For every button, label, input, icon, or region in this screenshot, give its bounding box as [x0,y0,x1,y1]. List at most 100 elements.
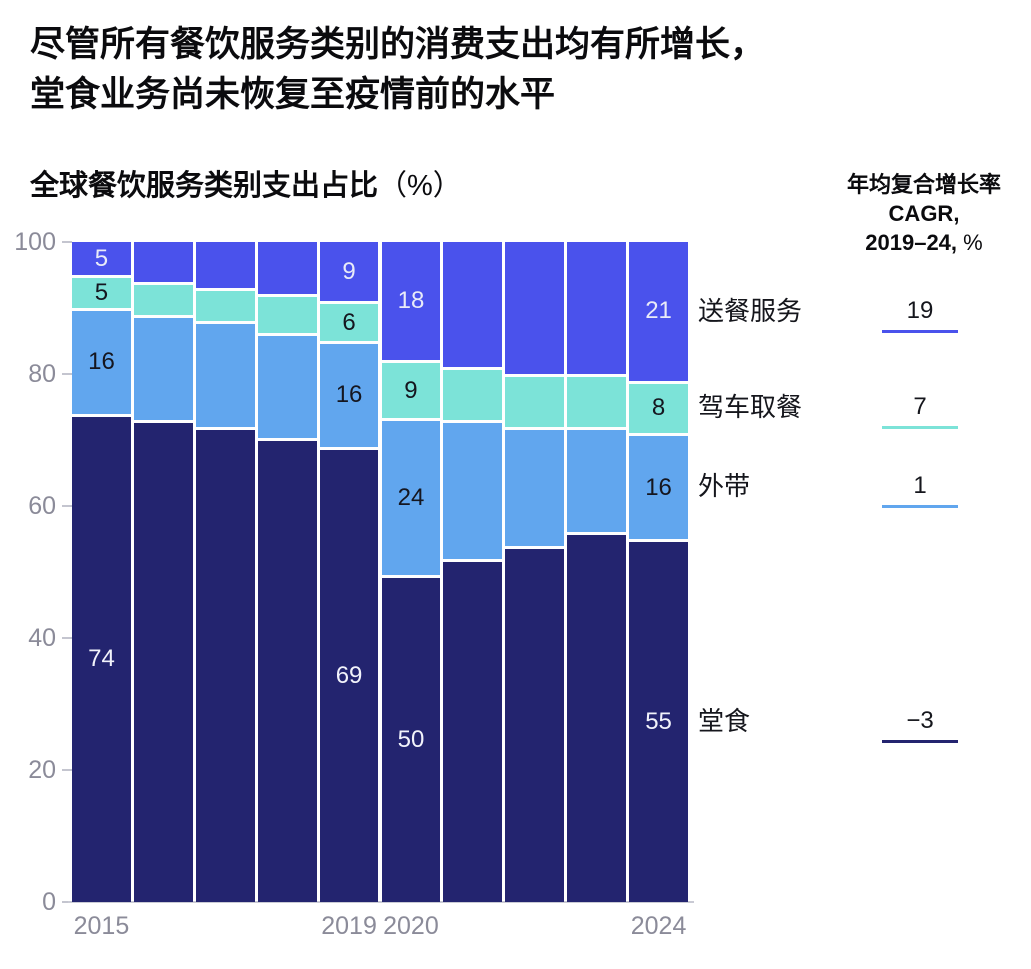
bar-2018 [257,242,317,902]
bar-2022 [505,242,565,902]
x-axis-label-2020: 2020 [383,912,439,940]
segment-drive-thru-2023 [567,374,627,427]
cagr-value-dine-in: −3 [906,706,934,734]
segment-value-label-takeaway-2024: 16 [645,473,672,501]
cagr-header-unit: % [963,230,983,255]
bar-2021 [443,242,503,902]
bar-2019: 9 6 16 69 [319,242,379,902]
segment-value-label-takeaway-2020: 24 [397,484,425,512]
x-axis-label-2015: 2015 [73,912,130,940]
bar-2015: 5 5 16 74 [72,242,131,902]
segment-value-label-dine-in-2015: 74 [88,645,115,673]
cagr-underline-dine-in [882,739,958,743]
y-axis-tick-80 [62,373,72,375]
segment-drive-thru-2022 [505,374,565,427]
y-axis-label-100: 100 [14,228,56,256]
segment-delivery-2017 [195,242,255,289]
segment-takeaway-2017 [195,321,255,427]
segment-delivery-2018 [257,242,317,295]
segment-delivery-2019: 9 [319,242,379,302]
y-axis-tick-0 [62,901,72,903]
chart-title-unit: （%） [378,170,462,202]
cagr-value-takeaway: 1 [913,472,927,500]
y-axis-label-80: 80 [28,360,56,388]
y-axis-label-0: 0 [42,888,56,916]
segment-delivery-2024: 21 [629,242,688,381]
segment-takeaway-2015: 16 [72,308,131,414]
segment-delivery-2021 [443,242,503,368]
chart-title-text: 全球餐饮服务类别支出占比 [30,170,379,202]
y-axis-tick-100 [62,241,72,243]
segment-drive-thru-2021 [443,367,503,421]
legend-label-drive-thru: 驾车取餐 [698,392,803,422]
segment-delivery-2016 [133,242,193,282]
cagr-underline-takeaway [882,505,958,509]
segment-value-label-delivery-2015: 5 [94,244,109,272]
segment-value-label-delivery-2019: 9 [342,257,356,285]
cagr-underline-delivery [882,330,958,334]
segment-dine-in-2018 [257,438,317,902]
page-title: 尽管所有餐饮服务类别的消费支出均有所增长， 堂食业务尚未恢复至疫情前的水平 [30,20,765,120]
segment-value-label-delivery-2020: 18 [397,286,425,314]
cagr-header-line3: 2019–24, % [865,230,983,255]
legend-label-delivery: 送餐服务 [698,296,803,327]
segment-drive-thru-2020: 9 [381,359,441,419]
segment-takeaway-2018 [257,333,317,439]
segment-takeaway-2019: 16 [319,340,379,447]
y-axis-tick-40 [62,637,72,639]
y-axis-label-60: 60 [28,492,56,520]
bar-2024: 21 8 16 55 [629,242,688,902]
segment-takeaway-2022 [505,426,565,546]
page-title-line2: 堂食业务尚未恢复至疫情前的水平 [30,75,556,114]
cagr-header: 年均复合增长率 CAGR, 2019–24, % [830,170,1018,257]
segment-value-label-takeaway-2019: 16 [335,381,363,409]
segment-takeaway-2016 [133,314,193,421]
segment-value-label-drive-thru-2020: 9 [404,376,418,404]
segment-value-label-dine-in-2024: 55 [645,707,672,735]
segment-value-label-takeaway-2015: 16 [88,348,115,376]
segment-value-label-drive-thru-2015: 5 [94,279,109,306]
segment-dine-in-2019: 69 [319,446,379,902]
segment-drive-thru-2016 [133,281,193,315]
segment-delivery-2023 [567,242,627,374]
cagr-value-drive-thru: 7 [913,393,927,420]
segment-dine-in-2020: 50 [381,575,441,902]
y-axis-tick-20 [62,769,72,771]
segment-drive-thru-2019: 6 [319,301,379,341]
bar-2016 [133,242,193,902]
segment-dine-in-2016 [133,420,193,902]
y-axis-tick-60 [62,505,72,507]
x-axis-label-2019: 2019 [321,912,377,940]
cagr-header-line1: 年均复合增长率 [846,172,1001,197]
segment-value-label-dine-in-2020: 50 [397,726,425,754]
x-axis-line [68,901,694,903]
segment-drive-thru-2015: 5 [72,275,131,308]
legend-label-takeaway: 外带 [698,471,751,502]
x-axis-label-2024: 2024 [630,912,687,940]
segment-takeaway-2024: 16 [629,433,688,539]
segment-dine-in-2022 [505,545,565,902]
segment-delivery-2020: 18 [381,242,441,360]
segment-drive-thru-2018 [257,294,317,334]
segment-delivery-2022 [505,242,565,374]
segment-dine-in-2024: 55 [629,538,688,902]
cagr-value-delivery: 19 [906,297,934,325]
segment-drive-thru-2017 [195,288,255,322]
segment-dine-in-2017 [195,426,255,902]
y-axis-label-40: 40 [28,624,56,652]
segment-takeaway-2020: 24 [381,418,441,576]
segment-dine-in-2023 [567,532,627,902]
segment-value-label-drive-thru-2024: 8 [651,394,666,422]
segment-value-label-drive-thru-2019: 6 [342,308,356,336]
segment-delivery-2015: 5 [72,242,131,275]
bar-2020: 18 9 24 50 [381,242,441,902]
bar-2017 [195,242,255,902]
cagr-header-line2: CAGR, [888,201,960,226]
segment-takeaway-2021 [443,420,503,559]
segment-value-label-dine-in-2019: 69 [335,661,363,689]
segment-value-label-delivery-2024: 21 [645,297,672,325]
bar-2023 [567,242,627,902]
segment-dine-in-2021 [443,558,503,902]
cagr-underline-drive-thru [882,426,958,429]
